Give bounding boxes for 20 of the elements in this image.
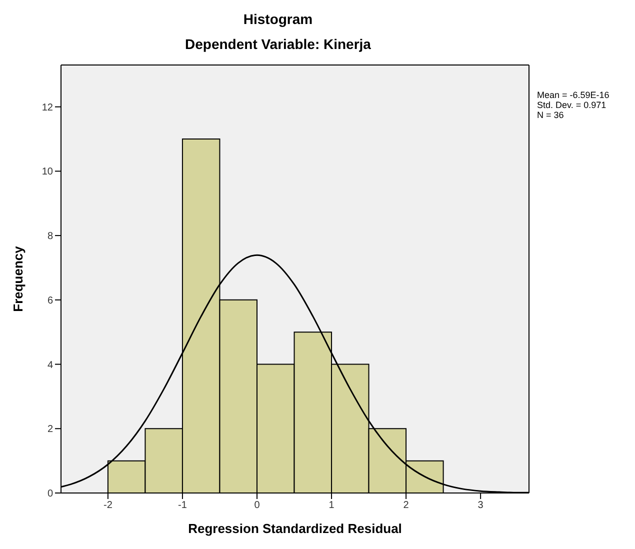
x-tick-label: 3 (478, 500, 484, 512)
y-tick-label: 0 (47, 488, 54, 500)
x-tick-label: 0 (254, 500, 260, 512)
chart-title: Histogram (242, 11, 314, 27)
y-tick-label: 2 (47, 424, 54, 436)
text: Std. Dev. = 0.971 (537, 100, 608, 110)
x-tick-label: 2 (403, 500, 410, 512)
text: N = 36 (537, 110, 565, 120)
text: Mean = -6.59E-16 (537, 90, 610, 100)
x-tick-label: 1 (328, 500, 335, 512)
x-tick-label: -1 (178, 500, 188, 512)
chart-subtitle: Dependent Variable: Kinerja (184, 36, 372, 52)
y-tick-label: 6 (47, 295, 54, 306)
x-tick-label: -2 (103, 500, 113, 512)
y-tick-label: 10 (42, 166, 54, 178)
y-tick-label: 4 (47, 360, 54, 371)
x-axis-title: Regression Standardized Residual (188, 521, 402, 536)
y-tick-label: 8 (47, 231, 54, 242)
y-tick-label: 12 (42, 102, 54, 114)
y-axis-title: Frequency (10, 245, 26, 312)
